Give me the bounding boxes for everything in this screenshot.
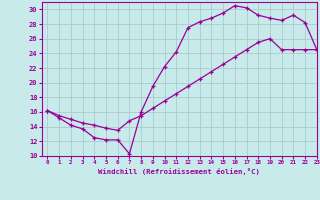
X-axis label: Windchill (Refroidissement éolien,°C): Windchill (Refroidissement éolien,°C): [98, 168, 260, 175]
